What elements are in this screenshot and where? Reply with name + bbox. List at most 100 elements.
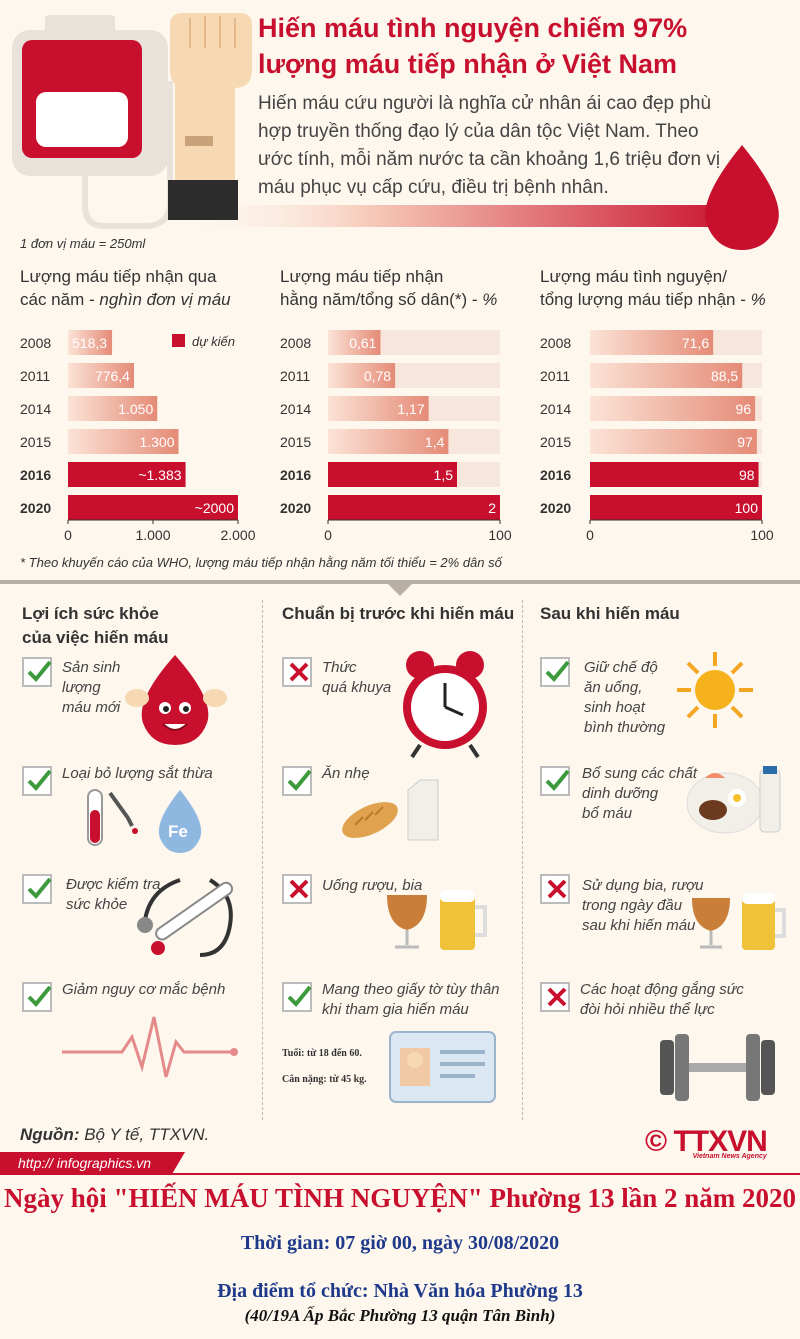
year-label: 2011 [540,368,570,384]
benefits-heading-line2: của việc hiến máu [22,628,169,647]
benefits-heading: Lợi ích sức khỏe của việc hiến máu [22,602,168,650]
prepare-4-line-2: khi tham gia hiến máu [322,1001,469,1018]
check-icon [540,657,570,687]
intro-text: Hiến máu cứu người là nghĩa cử nhân ái c… [258,93,721,198]
tick-label: 100 [488,527,512,543]
benefit-1-line-3: máu mới [62,699,121,716]
bar [590,462,759,487]
check-icon [282,982,312,1012]
happy-blood-drop-icon [125,655,227,745]
bar [68,462,186,487]
after-2-line-1: Bổ sung các chất [582,765,698,782]
bar [68,330,113,355]
prepare-4-line-1: Mang theo giấy tờ tùy thân [322,981,500,998]
bar-value-label: 1,17 [397,401,424,417]
prepare-item-1: Thức quá khuya [322,658,391,698]
url-bar[interactable]: http:// infographics.vn [0,1152,185,1174]
bar [328,429,449,454]
header: Hiến máu tình nguyện chiếm 97% lượng máu… [0,0,800,255]
source-url[interactable]: http:// infographics.vn [18,1155,152,1171]
event-address: (40/19A Ấp Bắc Phường 13 quận Tân Bình) [244,1306,556,1325]
cross-icon [282,657,312,687]
fe-label: Fe [168,822,188,841]
prepare-item-3: Uống rượu, bia [322,876,422,896]
blood-drop-icon [705,145,779,250]
bar-value-label: 71,6 [682,335,709,351]
bar [328,462,457,487]
chart-3-title-line1: Lượng máu tình nguyện/ [540,267,727,286]
heartbeat-icon [62,1016,238,1078]
chart-1-title-line2: các năm - [20,290,100,309]
prepare-1-line-2: quá khuya [322,679,392,696]
chart-3-title: Lượng máu tình nguyện/ tổng lượng máu ti… [540,265,766,311]
test-tube-icon: Fe [87,789,202,853]
tick-label: 0 [586,527,594,543]
unit-note: 1 đơn vị máu = 250ml [20,236,146,251]
prepare-heading: Chuẩn bị trước khi hiến máu [282,604,515,623]
prepare-1-line-1: Thức [322,659,357,676]
chart-3-unit: % [750,290,766,309]
after-item-3: Sử dụng bia, rượu trong ngày đầu sau khi… [582,876,703,936]
tick-label: 0 [64,527,72,543]
year-label: 2015 [280,434,311,450]
check-icon [282,766,312,796]
sun-icon [677,652,753,728]
benefit-item-4: Giảm nguy cơ mắc bệnh [62,980,225,1000]
bar-value-label: 0,61 [349,335,376,351]
after-1-line-4: bình thường [584,719,666,736]
check-icon [540,766,570,796]
column-divider-1 [262,600,263,1120]
after-item-1: Giữ chế độ ăn uống, sinh hoạt bình thườn… [584,658,665,738]
tick-label: 0 [324,527,332,543]
beer-wine-icon [692,893,786,950]
after-2-line-3: bổ máu [582,805,633,822]
prepare-item-2: Ăn nhẹ [322,764,370,784]
bar [328,396,429,421]
year-label: 2020 [20,500,51,516]
benefit-4-line-1: Giảm nguy cơ mắc bệnh [62,981,226,998]
year-label: 2008 [540,335,571,351]
after-heading: Sau khi hiến máu [540,604,680,623]
column-divider-2 [522,600,523,1120]
prepare-3-line-1: Uống rượu, bia [322,877,423,894]
year-label: 2016 [280,467,311,483]
chart-3-title-line2: tổng lượng máu tiếp nhận - [540,290,751,309]
bread-milk-icon [342,779,439,841]
bar-value-label: 96 [736,401,752,417]
chart-1-title-line1: Lượng máu tiếp nhận qua [20,267,217,286]
benefit-2-line-1: Loại bỏ lượng sắt thừa [62,765,213,782]
bar [590,495,762,520]
chart-2-title: Lượng máu tiếp nhận hằng năm/tổng số dân… [280,265,497,311]
id-card-icon [389,1031,496,1103]
after-1-line-1: Giữ chế độ [584,659,658,676]
bar [68,396,158,421]
bar [590,429,757,454]
age-note: Tuổi: từ 18 đến 60. [282,1048,362,1059]
year-label: 2016 [540,467,571,483]
benefit-3-line-1: Được kiểm tra [66,876,161,893]
year-label: 2020 [280,500,311,516]
chart-1-unit: nghìn đơn vị máu [99,290,231,309]
benefit-item-2: Loại bỏ lượng sắt thừa [62,764,213,784]
after-4-line-2: đòi hỏi nhiều thể lực [580,1001,715,1018]
ttxvn-logo: © TTXVN Vietnam News Agency [645,1125,768,1160]
footnote: * Theo khuyến cáo của WHO, lượng máu tiế… [20,555,502,570]
benefit-1-line-1: Sản sinh [62,659,121,676]
chart-2-unit: % [482,290,498,309]
title-line-1: Hiến máu tình nguyện chiếm 97% [258,13,688,43]
benefit-item-3: Được kiểm tra sức khỏe [66,875,160,915]
event-place: Địa điểm tổ chức: Nhà Văn hóa Phường 13 [217,1280,583,1302]
year-label: 2015 [20,434,51,450]
benefit-item-1: Sản sinh lượng máu mới [62,658,120,718]
logo-subtitle: Vietnam News Agency [692,1153,767,1160]
year-label: 2015 [540,434,571,450]
after-1-line-2: ăn uống, [584,679,643,696]
source-note: Nguồn: Bộ Y tế, TTXVN. [20,1125,209,1145]
year-label: 2014 [280,401,311,417]
bar-value-label: 100 [735,500,759,516]
beer-wine-icon [387,890,487,950]
year-label: 2020 [540,500,571,516]
tick-label: 2.000 [220,527,255,543]
after-4-line-1: Các hoạt động gắng sức [580,981,744,998]
bar-value-label: 1.050 [118,401,153,417]
